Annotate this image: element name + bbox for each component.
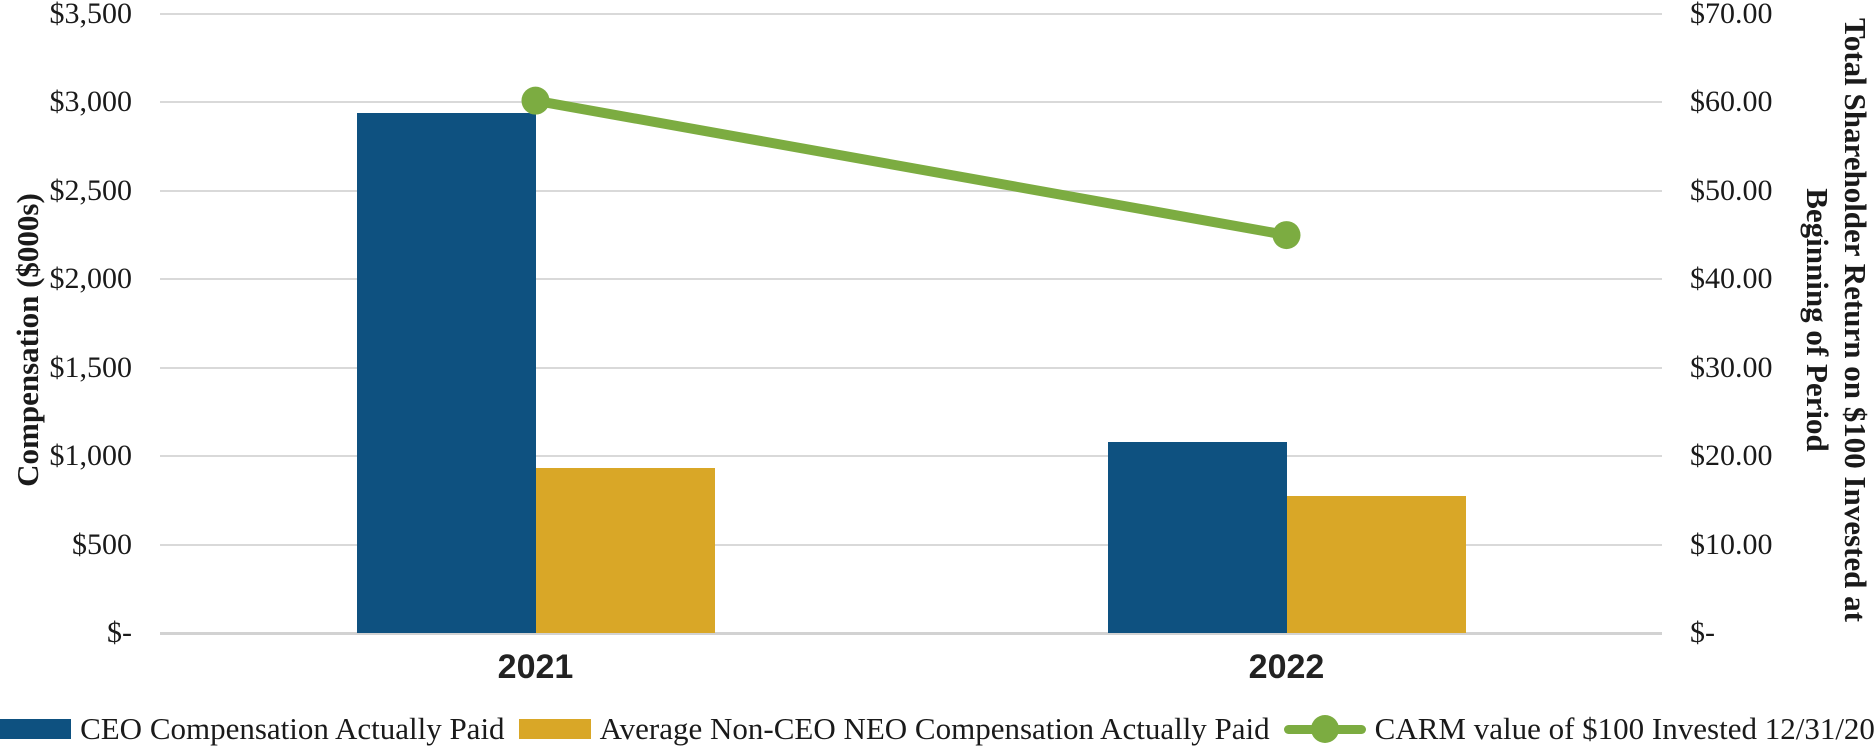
right-axis-tick-5: $50.00 (1690, 173, 1773, 207)
left-axis-tick-1: $500 (72, 527, 132, 561)
right-axis-tick-7: $70.00 (1690, 0, 1773, 30)
legend-label-2: CARM value of $100 Invested 12/31/20 (1374, 710, 1874, 746)
legend-bar-swatch-icon (518, 718, 591, 739)
left-axis-tick-7: $3,500 (49, 0, 133, 30)
bar-series1-2021 (535, 467, 715, 633)
gridline (160, 455, 1662, 458)
category-label-2021: 2021 (497, 648, 574, 686)
bar-series0-2021 (356, 113, 536, 633)
left-axis-tick-3: $1,500 (49, 350, 133, 384)
gridline (160, 543, 1662, 546)
left-axis-tick-5: $2,500 (49, 173, 133, 207)
left-axis-tick-4: $2,000 (49, 262, 133, 296)
legend-item-1: Average Non-CEO NEO Compensation Actuall… (518, 710, 1270, 746)
right-axis-title: Total Shareholder Return on $100 Investe… (1798, 18, 1874, 622)
legend-line-dot (1310, 714, 1339, 743)
chart-legend: CEO Compensation Actually Paid Average No… (0, 708, 1874, 749)
legend-bar-swatch-icon (0, 718, 72, 739)
right-axis-tick-1: $10.00 (1690, 527, 1773, 561)
legend-line-marker-icon (1283, 714, 1366, 743)
left-axis-tick-0: $- (107, 616, 132, 649)
tsr-line (534, 95, 1288, 240)
left-axis-title: Compensation ($000s) (10, 193, 45, 487)
category-label-2022: 2022 (1248, 648, 1325, 686)
right-axis-tick-4: $40.00 (1690, 262, 1773, 296)
right-axis-title-line2: Beginning of Period (1800, 188, 1835, 452)
legend-label-0: CEO Compensation Actually Paid (80, 710, 505, 746)
legend-item-2: CARM value of $100 Invested 12/31/20 (1283, 710, 1874, 746)
bar-series1-2022 (1286, 495, 1466, 633)
gridline (160, 278, 1662, 281)
legend-label-1: Average Non-CEO NEO Compensation Actuall… (599, 710, 1270, 746)
left-axis-tick-6: $3,000 (49, 85, 133, 119)
right-axis-tick-0: $- (1690, 616, 1715, 649)
right-axis-tick-3: $30.00 (1690, 350, 1773, 384)
x-axis-baseline (160, 632, 1662, 635)
bar-series0-2022 (1107, 441, 1287, 633)
gridline (160, 13, 1662, 15)
right-axis-title-line1: Total Shareholder Return on $100 Investe… (1838, 18, 1873, 622)
left-axis-tick-2: $1,000 (49, 439, 133, 473)
gridline (160, 366, 1662, 369)
legend-item-0: CEO Compensation Actually Paid (0, 710, 505, 746)
tsr-marker-2022 (1272, 221, 1301, 250)
right-axis-tick-6: $60.00 (1690, 85, 1773, 119)
right-axis-tick-2: $20.00 (1690, 439, 1773, 473)
gridline (160, 101, 1662, 104)
